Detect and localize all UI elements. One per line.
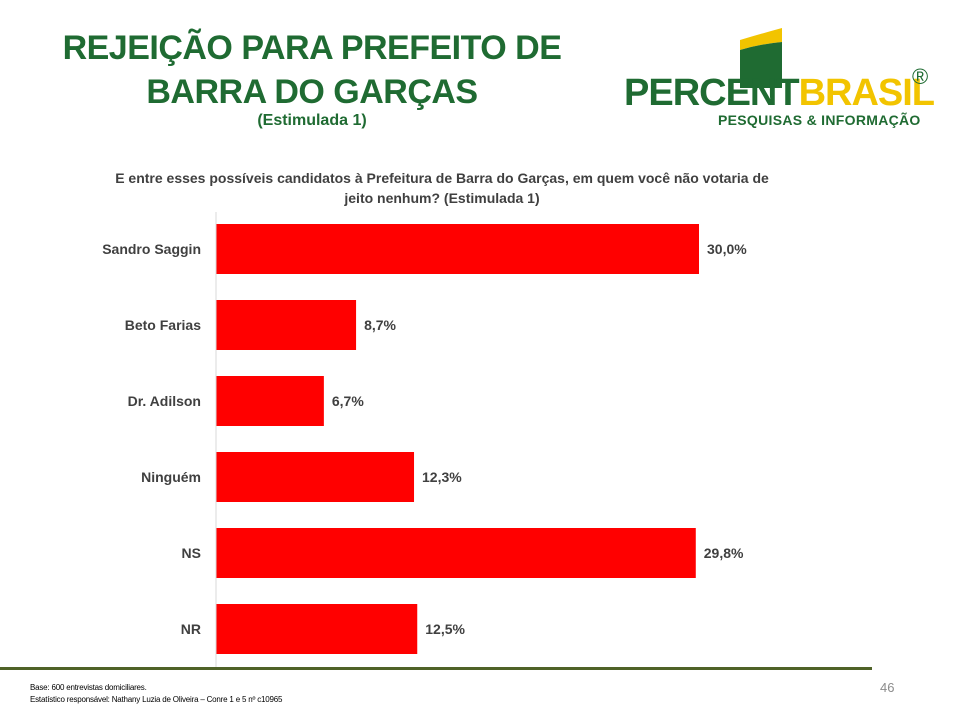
bar	[216, 452, 415, 502]
category-label: Sandro Saggin	[102, 241, 201, 257]
rejection-bar-chart: Sandro Saggin 30,0% Beto Farias 8,7% Dr. Adi…	[102, 212, 747, 668]
value-label: 12,3%	[422, 469, 462, 485]
value-label: 29,8%	[704, 545, 744, 561]
percentbrasil-logo: PERCENTBRASIL ® PESQUISAS & INFORMAÇÃO	[622, 20, 942, 130]
value-label: 6,7%	[332, 393, 364, 409]
category-label: NR	[181, 621, 201, 637]
logo-tagline: PESQUISAS & INFORMAÇÃO	[718, 112, 921, 128]
page-title: REJEIÇÃO PARA PREFEITO DE BARRA DO GARÇA…	[40, 26, 584, 114]
registered-mark: ®	[912, 64, 929, 89]
category-label: Beto Farias	[125, 317, 201, 333]
category-label: Ninguém	[141, 469, 201, 485]
footer-statistician: Estatístico responsável: Nathany Luzia d…	[30, 695, 283, 704]
bar	[216, 528, 696, 578]
bar	[216, 224, 699, 274]
question-line-1: E entre esses possíveis candidatos à Pre…	[115, 170, 769, 186]
category-label: NS	[182, 545, 201, 561]
flag-mark-icon	[740, 28, 782, 88]
page-number: 46	[880, 680, 895, 695]
bar	[216, 376, 324, 426]
question-line-2: jeito nenhum? (Estimulada 1)	[344, 190, 540, 206]
value-label: 8,7%	[364, 317, 396, 333]
value-label: 12,5%	[425, 621, 465, 637]
value-label: 30,0%	[707, 241, 747, 257]
page-subtitle: (Estimulada 1)	[257, 112, 367, 129]
bar	[216, 300, 357, 350]
logo-word-percent: PERCENT	[624, 72, 800, 114]
footer-note: Base: 600 entrevistas domiciliares. Esta…	[30, 682, 282, 706]
footer-base: Base: 600 entrevistas domiciliares.	[30, 683, 147, 692]
logo-wordmark: PERCENTBRASIL	[624, 72, 935, 115]
survey-question: E entre esses possíveis candidatos à Pre…	[100, 168, 784, 208]
bar	[216, 604, 418, 654]
title-line-1: REJEIÇÃO PARA PREFEITO DE	[62, 29, 562, 67]
logo-word-brasil: BRASIL	[798, 72, 935, 114]
title-line-2: BARRA DO GARÇAS	[146, 73, 478, 111]
footer-divider	[0, 667, 872, 670]
category-label: Dr. Adilson	[128, 393, 201, 409]
